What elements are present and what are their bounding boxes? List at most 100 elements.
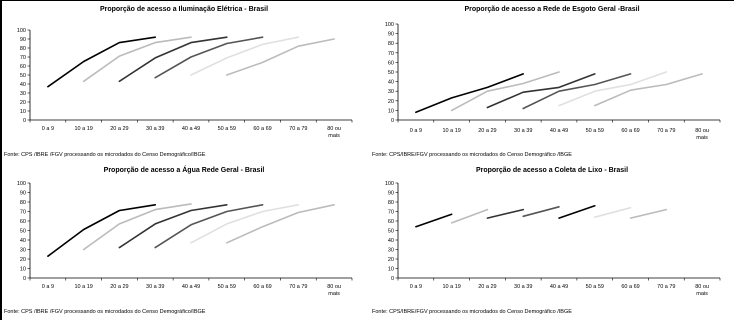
y-tick-label: 10 (388, 267, 394, 273)
x-tick-label: 30 a 39 (146, 126, 164, 132)
x-tick-label: 10 a 19 (74, 284, 92, 290)
y-tick-label: 40 (20, 82, 26, 88)
y-tick-label: 90 (20, 191, 26, 197)
x-tick-label: 30 a 39 (146, 284, 164, 290)
y-tick-label: 90 (388, 191, 394, 197)
x-tick-label: 10 a 19 (74, 126, 92, 132)
y-tick-label: 20 (388, 257, 394, 263)
series-line-1 (47, 203, 156, 257)
y-tick-label: 100 (385, 22, 394, 28)
chart-source: Fonte: CPS/IBRE/FGV processando os micro… (372, 152, 572, 158)
series-line-5 (190, 36, 300, 76)
chart-panel-lixo: Proporção de acesso a Coleta de Lixo - B… (368, 161, 736, 321)
x-tick-label: 20 a 29 (110, 284, 128, 290)
series-line-6 (594, 206, 632, 219)
x-tick-label: 50 a 59 (586, 128, 604, 134)
x-tick-label: 40 a 49 (550, 284, 568, 290)
y-tick-label: 10 (20, 109, 26, 115)
y-tick-label: 80 (388, 200, 394, 206)
y-tick-label: 30 (20, 248, 26, 254)
series-line-6 (594, 73, 703, 107)
y-tick-label: 30 (388, 248, 394, 254)
series-line-4 (154, 203, 264, 249)
x-tick-label: 20 a 29 (110, 126, 128, 132)
chart-title: Proporção de acesso a Iluminação Elétric… (99, 6, 269, 13)
y-tick-label: 40 (20, 238, 26, 244)
series-line-3 (486, 208, 524, 219)
y-tick-label: 70 (20, 210, 26, 216)
x-tick-label: 50 a 59 (586, 284, 604, 290)
series-line-6 (226, 38, 335, 76)
chart-title: Proporção de acesso a Água Rede Geral - … (103, 167, 265, 174)
series-line-1 (415, 73, 524, 114)
y-tick-label: 100 (17, 181, 26, 187)
y-tick-label: 50 (20, 229, 26, 235)
y-tick-label: 100 (17, 28, 26, 34)
x-tick-label: 30 a 39 (514, 128, 532, 134)
chart-plot: 0 10 20 30 40 50 60 70 80 90 100 0 a 9 10 a 19 20 a 2… (385, 181, 721, 297)
y-tick-label: 50 (388, 229, 394, 235)
y-tick-label: 90 (20, 37, 26, 43)
y-tick-label: 50 (20, 73, 26, 79)
x-tick-label: 50 a 59 (218, 284, 236, 290)
series-line-2 (82, 36, 192, 83)
x-tick-label: 60 a 69 (253, 284, 271, 290)
x-tick-label: 40 a 49 (550, 128, 568, 134)
y-tick-label: 60 (388, 60, 394, 66)
y-tick-label: 80 (20, 200, 26, 206)
x-tick-label: 0 a 9 (42, 126, 54, 132)
x-tick-label: 50 a 59 (218, 126, 236, 132)
x-tick-label: 60 a 69 (621, 284, 639, 290)
series-line-1 (47, 36, 156, 88)
chart-panel-esgoto: Proporção de acesso a Rede de Esgoto Ger… (368, 0, 736, 160)
x-tick-label: 10 a 19 (442, 128, 460, 134)
x-tick-label: 40 a 49 (182, 284, 200, 290)
x-tick-label: 60 a 69 (253, 126, 271, 132)
y-tick-label: 60 (388, 219, 394, 225)
chart-title: Proporção de acesso a Rede de Esgoto Ger… (464, 6, 640, 13)
x-tick-label: 40 a 49 (182, 126, 200, 132)
y-tick-label: 10 (388, 108, 394, 114)
y-tick-label: 20 (388, 99, 394, 105)
x-tick-label: 70 a 79 (289, 126, 307, 132)
chart-title: Proporção de acesso a Coleta de Lixo - B… (475, 167, 629, 174)
series-line-3 (486, 73, 596, 109)
x-tick-label: 10 a 19 (442, 284, 460, 290)
x-tick-label: 80 ou mais (327, 284, 341, 297)
y-tick-label: 50 (388, 70, 394, 76)
chart-source: Fonte: CPS/IBRE/FGV processando os micro… (372, 309, 572, 315)
x-tick-label: 80 ou mais (327, 126, 341, 139)
series-line-5 (558, 204, 596, 219)
x-tick-label: 0 a 9 (410, 284, 422, 290)
x-tick-label: 80 ou mais (695, 284, 709, 297)
y-tick-label: 60 (20, 219, 26, 225)
series-line-5 (558, 71, 668, 107)
series-line-5 (190, 203, 300, 244)
series-line-6 (226, 203, 335, 244)
chart-source: Fonte: CPS /IBRE /FGV processando os mic… (4, 152, 206, 158)
series-line-4 (522, 73, 632, 110)
y-tick-label: 70 (388, 210, 394, 216)
x-tick-label: 0 a 9 (42, 284, 54, 290)
series-line-1 (415, 213, 453, 228)
y-tick-label: 100 (385, 181, 394, 187)
series-line-2 (450, 71, 560, 112)
x-tick-label: 70 a 79 (657, 284, 675, 290)
series-line-4 (522, 205, 560, 218)
chart-plot: 0 10 20 30 40 50 60 70 80 90 100 0 a 9 10 a 19 20 a 2… (17, 28, 353, 139)
y-tick-label: 0 (23, 276, 26, 282)
y-tick-label: 20 (20, 257, 26, 263)
x-tick-label: 20 a 29 (478, 128, 496, 134)
y-tick-label: 40 (388, 80, 394, 86)
y-tick-label: 80 (388, 41, 394, 47)
series-line-2 (82, 203, 192, 251)
x-tick-label: 80 ou mais (695, 128, 709, 141)
x-tick-label: 20 a 29 (478, 284, 496, 290)
series-line-3 (118, 203, 228, 249)
y-tick-label: 10 (20, 267, 26, 273)
chart-source: Fonte: CPS /IBRE /FGV processando os mic… (4, 309, 206, 315)
series-line-3 (118, 36, 228, 83)
y-tick-label: 70 (20, 55, 26, 61)
chart-panel-agua: Proporção de acesso a Água Rede Geral - … (0, 161, 368, 321)
